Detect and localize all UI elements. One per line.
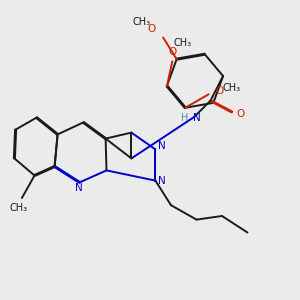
Text: CH₃: CH₃ [223,83,241,93]
Text: O: O [215,86,223,96]
Text: CH₃: CH₃ [174,38,192,48]
Text: CH₃: CH₃ [132,17,150,27]
Text: N: N [158,141,166,151]
Text: N: N [158,176,166,186]
Text: H: H [181,113,189,123]
Text: CH₃: CH₃ [9,202,27,213]
Text: O: O [168,47,176,57]
Text: O: O [148,24,156,34]
Text: N: N [194,113,201,123]
Text: O: O [236,110,244,119]
Text: N: N [75,183,83,193]
